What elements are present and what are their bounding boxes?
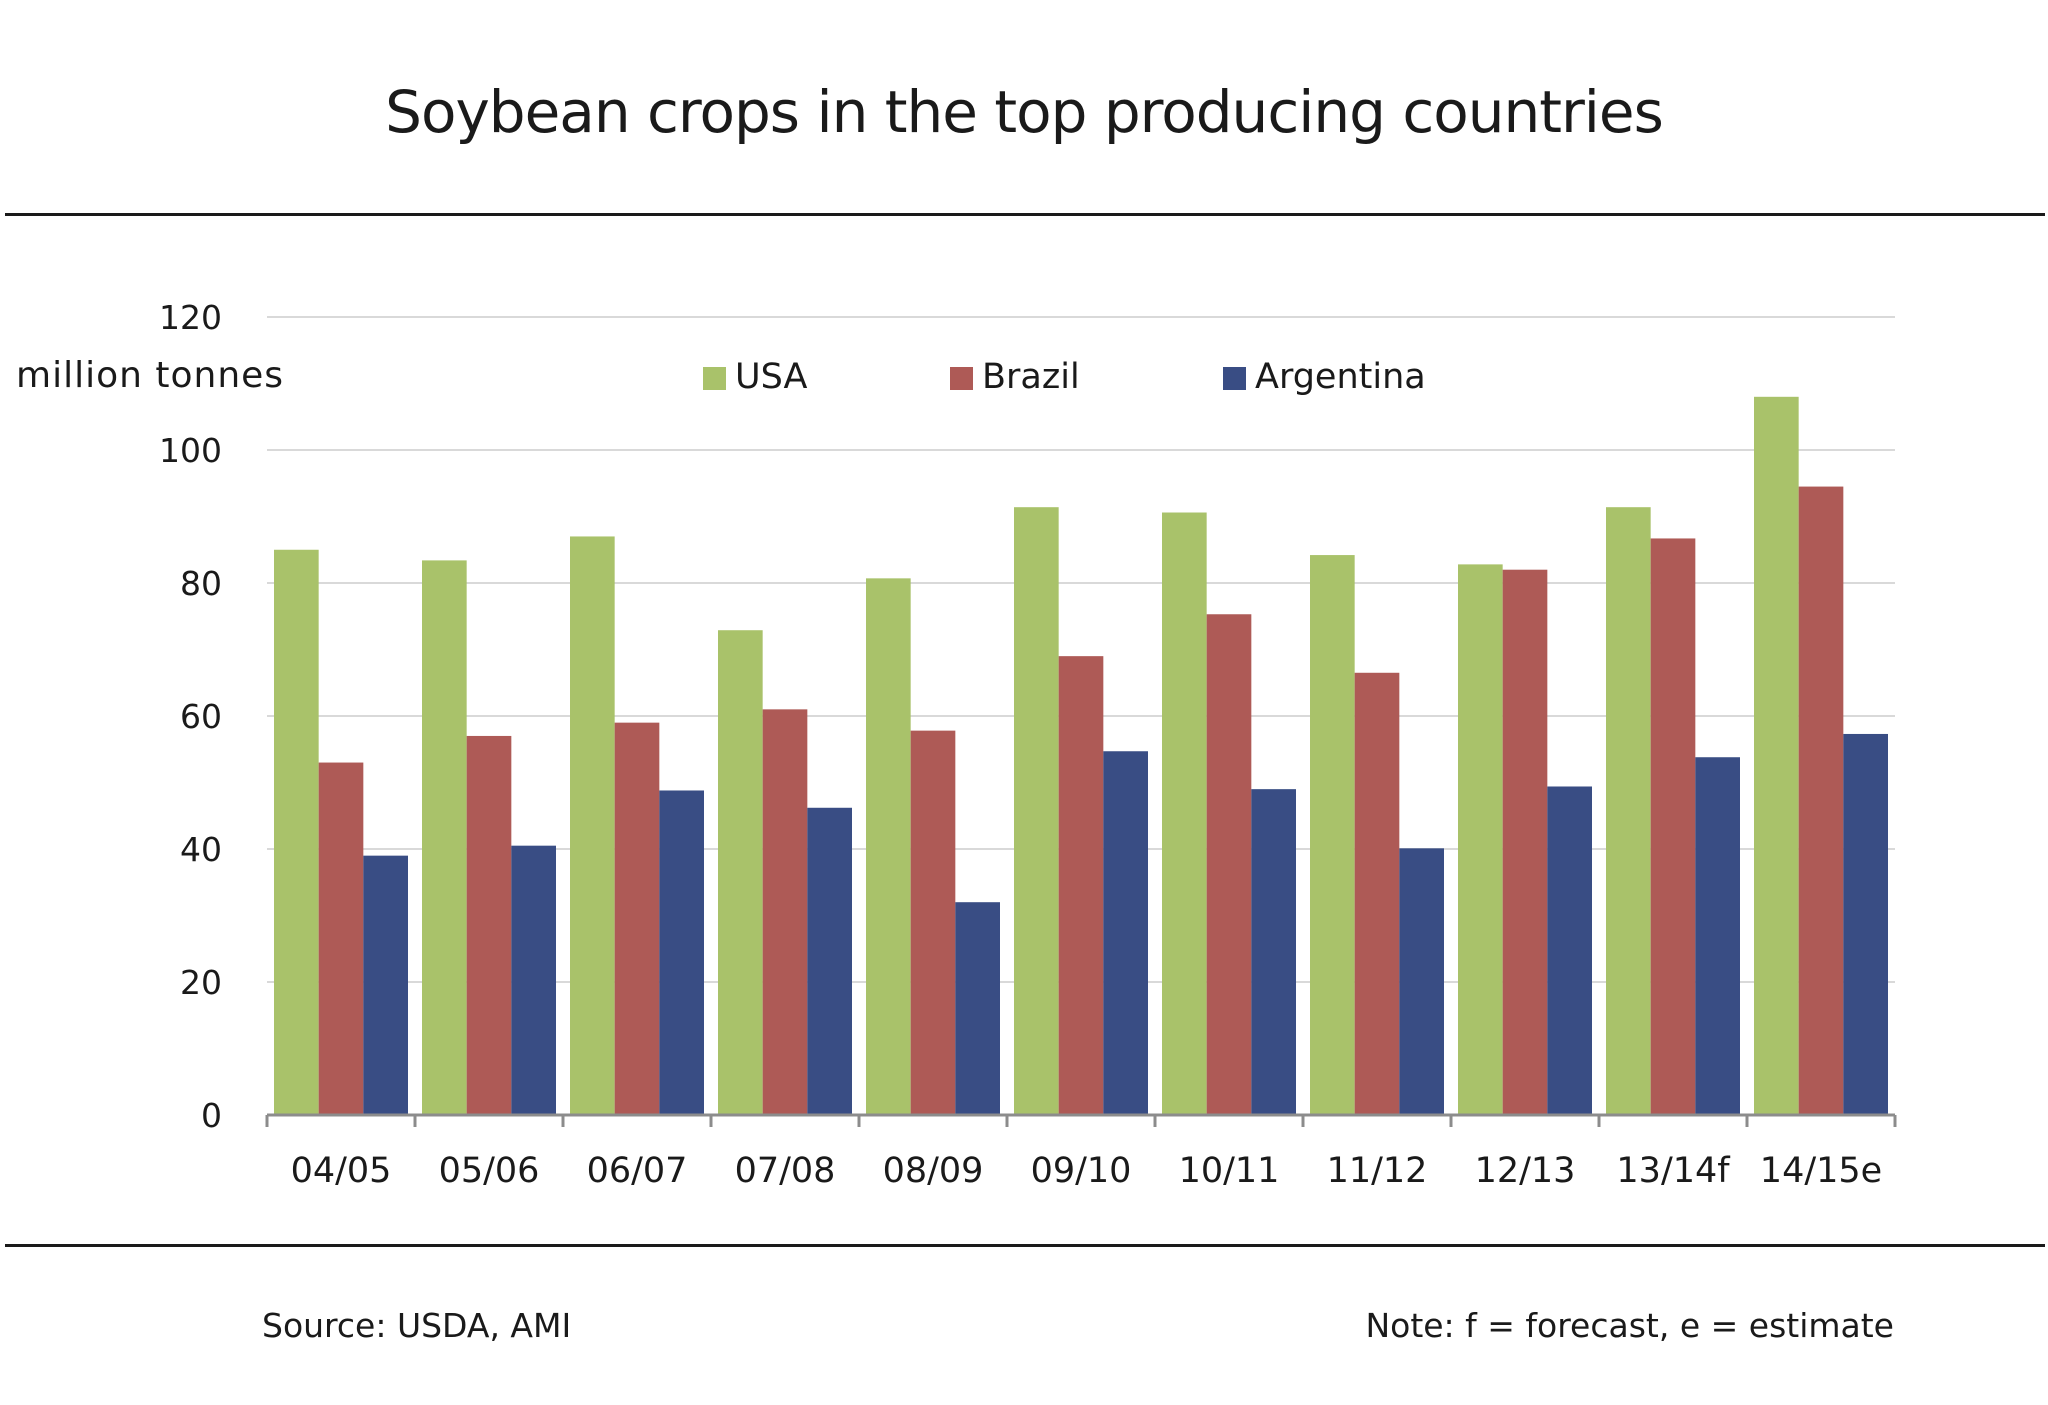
bar-argentina-10-11 — [1251, 789, 1296, 1115]
bar-brazil-10-11 — [1206, 614, 1252, 1115]
bar-brazil-06-07 — [614, 722, 660, 1115]
bar-usa-12-13 — [1458, 564, 1503, 1115]
y-tick-label: 100 — [159, 431, 222, 470]
legend-label-argentina: Argentina — [1255, 357, 1426, 397]
bar-usa-09-10 — [1014, 507, 1059, 1115]
bar-argentina-12-13 — [1547, 786, 1592, 1115]
bar-argentina-08-09 — [955, 902, 1000, 1115]
bar-brazil-04-05 — [318, 762, 364, 1115]
x-tick-label: 12/13 — [1475, 1151, 1576, 1191]
bar-argentina-11-12 — [1399, 848, 1444, 1115]
bar-brazil-05-06 — [466, 735, 512, 1115]
bar-brazil-12-13 — [1502, 569, 1548, 1115]
top-divider — [5, 213, 2045, 216]
y-axis-unit-label: million tonnes — [16, 355, 285, 396]
bar-brazil-09-10 — [1058, 656, 1104, 1115]
y-tick-label: 120 — [159, 298, 222, 337]
bar-usa-13-14f — [1606, 507, 1651, 1115]
x-tick-label: 11/12 — [1327, 1151, 1428, 1191]
bottom-divider — [5, 1244, 2045, 1247]
y-tick-label: 60 — [180, 697, 222, 736]
legend-label-usa: USA — [735, 357, 807, 397]
x-tick-label: 08/09 — [883, 1151, 984, 1191]
legend-swatch-brazil — [950, 367, 973, 390]
bar-argentina-06-07 — [659, 790, 704, 1115]
y-tick-label: 20 — [180, 963, 222, 1002]
bar-usa-07-08 — [718, 630, 763, 1115]
x-tick-label: 10/11 — [1179, 1151, 1280, 1191]
bar-brazil-07-08 — [762, 709, 808, 1115]
bar-usa-08-09 — [866, 578, 911, 1115]
x-tick-label: 13/14f — [1616, 1151, 1730, 1191]
bar-brazil-13-14f — [1650, 538, 1696, 1115]
bar-brazil-11-12 — [1354, 672, 1400, 1115]
bar-usa-04-05 — [274, 549, 319, 1115]
bar-argentina-13-14f — [1695, 757, 1740, 1115]
x-tick-label: 07/08 — [735, 1151, 836, 1191]
x-tick-label: 09/10 — [1031, 1151, 1132, 1191]
bar-brazil-14-15e — [1798, 486, 1844, 1115]
y-tick-label: 80 — [180, 564, 222, 603]
x-axis-tick-labels: 04/05 05/06 06/07 07/08 08/09 09/10 10/11 11/12… — [291, 1151, 1883, 1191]
bar-usa-11-12 — [1310, 555, 1355, 1115]
legend-label-brazil: Brazil — [982, 357, 1080, 397]
legend-swatch-argentina — [1223, 367, 1246, 390]
y-tick-label: 0 — [201, 1096, 222, 1135]
bar-argentina-14-15e — [1843, 733, 1888, 1115]
legend-swatch-usa — [703, 367, 726, 390]
x-tick-label: 05/06 — [439, 1151, 540, 1191]
bar-argentina-09-10 — [1103, 751, 1148, 1115]
x-tick-label: 06/07 — [587, 1151, 688, 1191]
bar-argentina-05-06 — [511, 845, 556, 1115]
x-tick-label: 14/15e — [1760, 1151, 1882, 1191]
bar-usa-05-06 — [422, 560, 467, 1115]
y-axis-tick-labels: 0 20 40 60 80 100 120 — [159, 298, 222, 1135]
bar-argentina-04-05 — [363, 855, 408, 1115]
legend-note: Note: f = forecast, e = estimate — [1365, 1306, 1894, 1345]
bar-usa-14-15e — [1754, 396, 1799, 1115]
bar-series — [274, 396, 1888, 1115]
chart-title: Soybean crops in the top producing count… — [385, 78, 1664, 146]
bar-argentina-07-08 — [807, 807, 852, 1115]
legend: USA Brazil Argentina — [703, 357, 1426, 397]
x-tick-label: 04/05 — [291, 1151, 392, 1191]
source-note: Source: USDA, AMI — [262, 1306, 572, 1345]
y-tick-label: 40 — [180, 830, 222, 869]
x-axis — [265, 1113, 1897, 1127]
bar-usa-06-07 — [570, 536, 615, 1115]
bar-brazil-08-09 — [910, 730, 956, 1115]
bar-usa-10-11 — [1162, 512, 1207, 1115]
